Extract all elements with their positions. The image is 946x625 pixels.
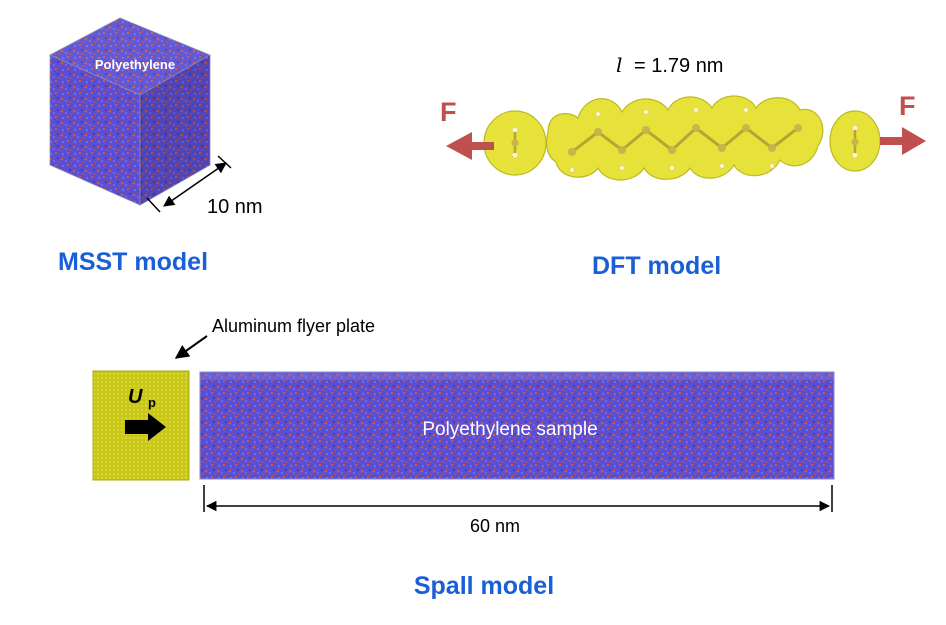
spall-model-title: Spall model	[414, 572, 554, 600]
spall-panel: Aluminum flyer plate U p Polyethylene sa…	[92, 316, 835, 600]
force-arrow-left	[446, 132, 494, 160]
cube-dimension-arrow	[163, 162, 227, 207]
force-arrow-right	[880, 127, 926, 155]
velocity-arrow	[125, 413, 166, 441]
sample-top-highlight	[200, 372, 834, 380]
sample-label: Polyethylene sample	[422, 419, 597, 440]
cube-label: Polyethylene	[95, 57, 175, 72]
polyethylene-cube	[49, 17, 211, 206]
length-symbol: l	[616, 53, 622, 77]
velocity-label: U p	[128, 386, 156, 410]
chain-length-label: l = 1.79 nm	[616, 53, 723, 77]
cube-dimension-label: 10 nm	[207, 196, 263, 218]
msst-panel: Polyethylene 10 nm MSST model	[49, 17, 263, 276]
force-label-right: F	[899, 91, 916, 121]
flyer-plate-pointer	[174, 335, 208, 359]
polyethylene-sample	[199, 371, 835, 480]
dimension-tick-left	[146, 197, 161, 213]
force-label-left: F	[440, 97, 457, 127]
velocity-subscript: p	[148, 395, 156, 410]
flyer-plate-label: Aluminum flyer plate	[212, 316, 375, 336]
dft-model-title: DFT model	[592, 252, 721, 280]
electron-density-isosurface	[483, 95, 881, 181]
msst-model-title: MSST model	[58, 248, 208, 276]
length-value: = 1.79 nm	[634, 55, 724, 77]
velocity-symbol: U	[128, 386, 143, 408]
dimension-tick-right	[217, 155, 232, 169]
dft-panel: l = 1.79 nm	[440, 53, 926, 280]
sample-dimension-label: 60 nm	[470, 516, 520, 536]
